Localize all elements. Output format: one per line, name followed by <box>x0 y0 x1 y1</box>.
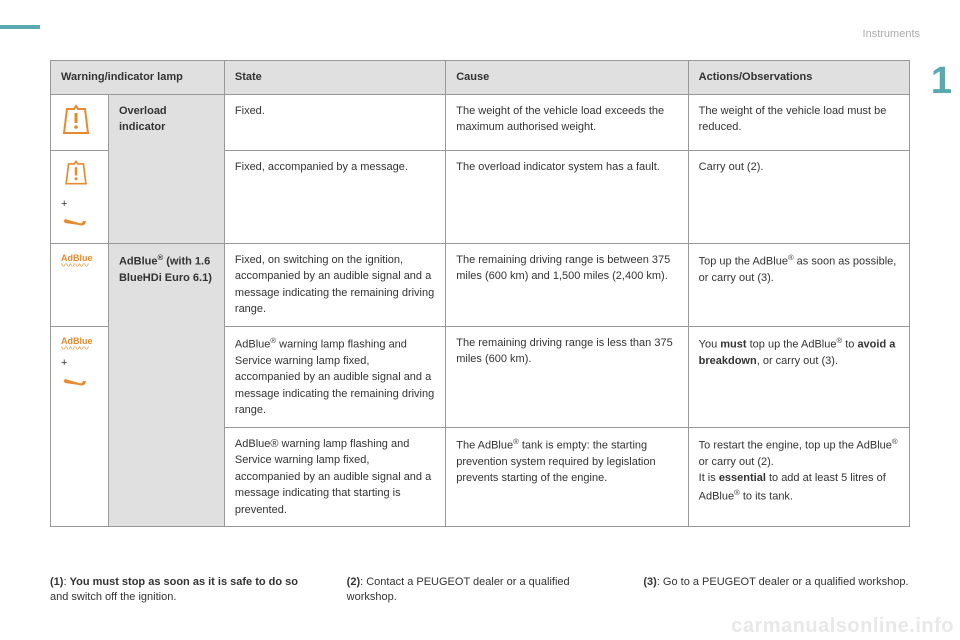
actions-cell: The weight of the vehicle load must be r… <box>688 94 909 151</box>
table-row: AdBlue 〰〰〰 AdBlue® (with 1.6 BlueHDi Eur… <box>51 243 910 326</box>
chapter-number: 1 <box>931 60 952 103</box>
cause-cell: The weight of the vehicle load exceeds t… <box>446 94 688 151</box>
table-row: Overload indicator Fixed. The weight of … <box>51 94 910 151</box>
cause-cell: The AdBlue® tank is empty: the starting … <box>446 427 688 527</box>
top-accent-strip <box>0 25 40 29</box>
col-header-cause: Cause <box>446 61 688 95</box>
watermark: carmanualsonline.info <box>731 615 954 638</box>
actions-cell: You must top up the AdBlue® to avoid a b… <box>688 326 909 427</box>
overload-label: Overload indicator <box>108 94 224 243</box>
state-cell: AdBlue® warning lamp flashing and Servic… <box>224 427 445 527</box>
table-header-row: Warning/indicator lamp State Cause Actio… <box>51 61 910 95</box>
state-cell: AdBlue® warning lamp flashing and Servic… <box>224 326 445 427</box>
col-header-state: State <box>224 61 445 95</box>
state-cell: Fixed, on switching on the ignition, acc… <box>224 243 445 326</box>
state-cell: Fixed, accompanied by a message. <box>224 151 445 244</box>
cause-cell: The remaining driving range is less than… <box>446 326 688 427</box>
adblue-label: AdBlue® (with 1.6 BlueHDi Euro 6.1) <box>108 243 224 527</box>
footnotes: (1): You must stop as soon as it is safe… <box>50 575 910 606</box>
actions-cell: To restart the engine, top up the AdBlue… <box>688 427 909 527</box>
state-cell: Fixed. <box>224 94 445 151</box>
footnote-2: (2): Contact a PEUGEOT dealer or a quali… <box>347 575 614 606</box>
cause-cell: The remaining driving range is between 3… <box>446 243 688 326</box>
overload-wrench-icon: + <box>51 151 109 244</box>
footnote-1: (1): You must stop as soon as it is safe… <box>50 575 317 606</box>
footnote-3: (3): Go to a PEUGEOT dealer or a qualifi… <box>643 575 910 606</box>
cause-cell: The overload indicator system has a faul… <box>446 151 688 244</box>
col-header-actions: Actions/Observations <box>688 61 909 95</box>
adblue-wrench-icon: AdBlue 〰〰〰 + <box>51 326 109 527</box>
actions-cell: Top up the AdBlue® as soon as possible, … <box>688 243 909 326</box>
overload-icon <box>51 94 109 151</box>
col-header-lamp: Warning/indicator lamp <box>51 61 225 95</box>
warning-lamp-table: Warning/indicator lamp State Cause Actio… <box>50 60 910 527</box>
actions-cell: Carry out (2). <box>688 151 909 244</box>
section-header: Instruments <box>863 28 920 40</box>
adblue-icon: AdBlue 〰〰〰 <box>51 243 109 326</box>
